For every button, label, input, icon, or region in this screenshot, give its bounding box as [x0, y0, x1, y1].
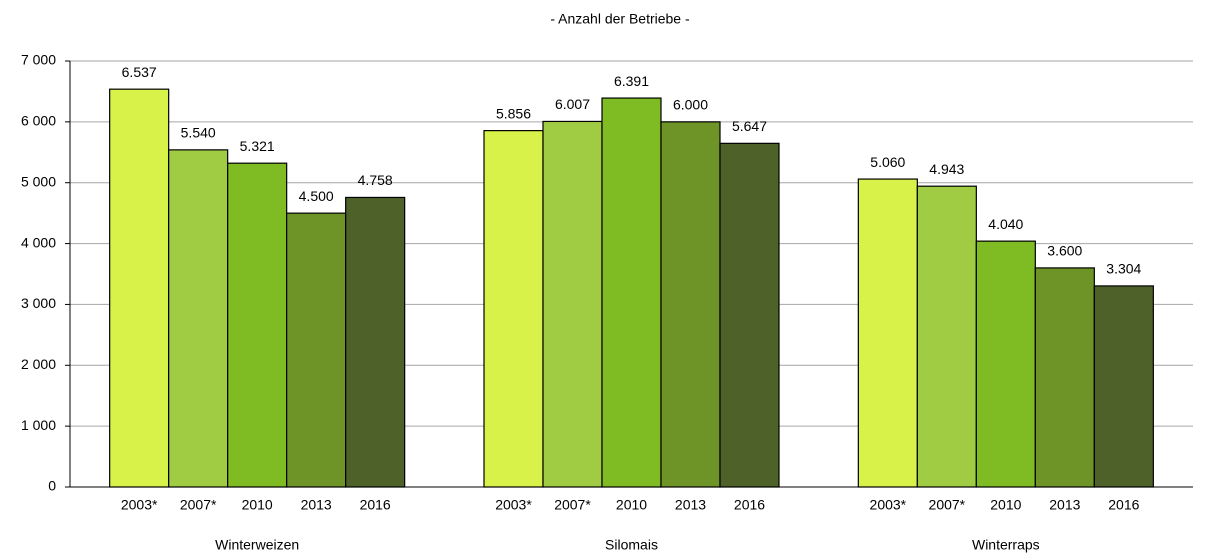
chart-title: - Anzahl der Betriebe -: [550, 11, 690, 27]
bar: [227, 162, 288, 488]
series-label: 2010: [616, 497, 647, 513]
series-label: 2013: [301, 497, 332, 513]
value-label: 5.856: [496, 105, 531, 121]
y-tick-label: 7 000: [21, 52, 56, 68]
series-label: 2010: [242, 497, 273, 513]
value-label: 3.304: [1106, 261, 1141, 277]
value-label: 5.540: [181, 125, 216, 141]
y-tick-label: 2 000: [21, 356, 56, 372]
bar: [857, 178, 918, 488]
bar: [286, 212, 347, 488]
value-label: 6.391: [614, 73, 649, 89]
y-tick-label: 1 000: [21, 417, 56, 433]
bar: [601, 97, 662, 488]
value-label: 5.060: [870, 154, 905, 170]
value-label: 6.007: [555, 96, 590, 112]
bar: [719, 142, 780, 488]
bar: [483, 130, 544, 488]
value-label: 4.943: [929, 161, 964, 177]
bar: [916, 185, 977, 488]
series-label: 2003*: [870, 497, 907, 513]
bar: [168, 149, 229, 488]
value-label: 6.537: [122, 64, 157, 80]
bar: [345, 196, 406, 488]
value-label: 3.600: [1047, 243, 1082, 259]
value-label: 5.647: [732, 118, 767, 134]
value-label: 6.000: [673, 97, 708, 113]
bar: [975, 240, 1036, 488]
value-label: 5.321: [240, 138, 275, 154]
bar: [542, 120, 603, 488]
y-tick-label: 3 000: [21, 295, 56, 311]
series-label: 2016: [1108, 497, 1139, 513]
value-label: 4.500: [299, 188, 334, 204]
series-label: 2016: [360, 497, 391, 513]
y-tick-label: 5 000: [21, 173, 56, 189]
series-label: 2016: [734, 497, 765, 513]
value-label: 4.758: [358, 172, 393, 188]
series-label: 2010: [990, 497, 1021, 513]
y-tick-label: 4 000: [21, 234, 56, 250]
bar: [1034, 267, 1095, 488]
y-tick-label: 6 000: [21, 113, 56, 129]
category-label: Winterweizen: [215, 537, 299, 553]
series-label: 2007*: [554, 497, 591, 513]
series-label: 2013: [1049, 497, 1080, 513]
category-label: Winterraps: [972, 537, 1040, 553]
bar: [1093, 285, 1154, 488]
value-label: 4.040: [988, 216, 1023, 232]
series-label: 2007*: [180, 497, 217, 513]
series-label: 2013: [675, 497, 706, 513]
bar: [660, 121, 721, 488]
series-label: 2003*: [121, 497, 158, 513]
category-label: Silomais: [605, 537, 658, 553]
series-label: 2007*: [929, 497, 966, 513]
y-tick-label: 0: [48, 478, 56, 494]
series-label: 2003*: [495, 497, 532, 513]
bar: [109, 88, 170, 488]
